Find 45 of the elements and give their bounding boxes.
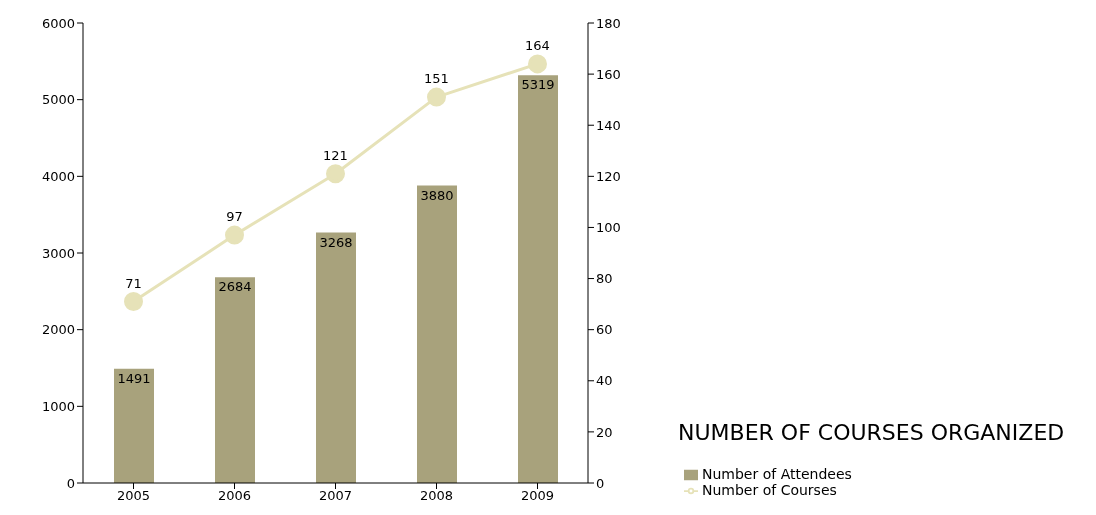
data-label: 3268 bbox=[319, 234, 353, 250]
bar bbox=[114, 368, 154, 483]
data-label: 151 bbox=[424, 71, 449, 87]
point bbox=[326, 164, 345, 184]
data-label: 71 bbox=[125, 275, 142, 291]
x-tick-label: 2008 bbox=[419, 488, 454, 504]
y2-tick-label: 120 bbox=[596, 168, 621, 184]
legend-label: Number of Courses bbox=[702, 482, 837, 498]
point bbox=[427, 87, 446, 107]
x-tick-label: 2007 bbox=[318, 488, 353, 504]
x-tick-label: 2006 bbox=[217, 488, 252, 504]
y-tick-label: 6000 bbox=[41, 15, 75, 31]
y2-tick-label: 140 bbox=[596, 117, 621, 133]
data-label: 3880 bbox=[420, 187, 454, 203]
y2-tick-label: 160 bbox=[596, 66, 621, 82]
y-tick-label: 2000 bbox=[41, 322, 75, 338]
data-label: 164 bbox=[525, 37, 550, 53]
y2-tick-label: 0 bbox=[596, 475, 605, 491]
y2-tick-label: 80 bbox=[596, 271, 613, 287]
data-label: 2684 bbox=[218, 279, 252, 295]
y-tick-label: 4000 bbox=[41, 168, 75, 184]
data-label: 5319 bbox=[521, 77, 555, 93]
bar bbox=[215, 277, 255, 483]
bar bbox=[316, 232, 356, 483]
point bbox=[225, 225, 244, 245]
x-tick-label: 2005 bbox=[116, 488, 151, 504]
y2-tick-label: 100 bbox=[596, 220, 621, 236]
text: NUMBER OF COURSES ORGANIZED bbox=[678, 420, 1065, 445]
y2-tick-label: 180 bbox=[596, 15, 621, 31]
bar bbox=[518, 75, 558, 483]
point bbox=[124, 292, 143, 312]
y-tick-label: 3000 bbox=[41, 245, 75, 261]
y2-tick-label: 40 bbox=[596, 373, 613, 389]
x-tick-label: 2009 bbox=[520, 488, 555, 504]
legend-label: Number of Attendees bbox=[702, 466, 852, 482]
y2-tick-label: 60 bbox=[596, 322, 613, 338]
y-tick-label: 0 bbox=[66, 475, 75, 491]
y-tick-label: 5000 bbox=[41, 92, 75, 108]
point bbox=[528, 54, 547, 74]
bar bbox=[417, 185, 457, 483]
data-label: 1491 bbox=[117, 370, 151, 386]
data-label: 97 bbox=[226, 209, 243, 225]
y-tick-label: 1000 bbox=[41, 398, 75, 414]
data-label: 121 bbox=[323, 147, 348, 163]
y2-tick-label: 20 bbox=[596, 424, 613, 440]
